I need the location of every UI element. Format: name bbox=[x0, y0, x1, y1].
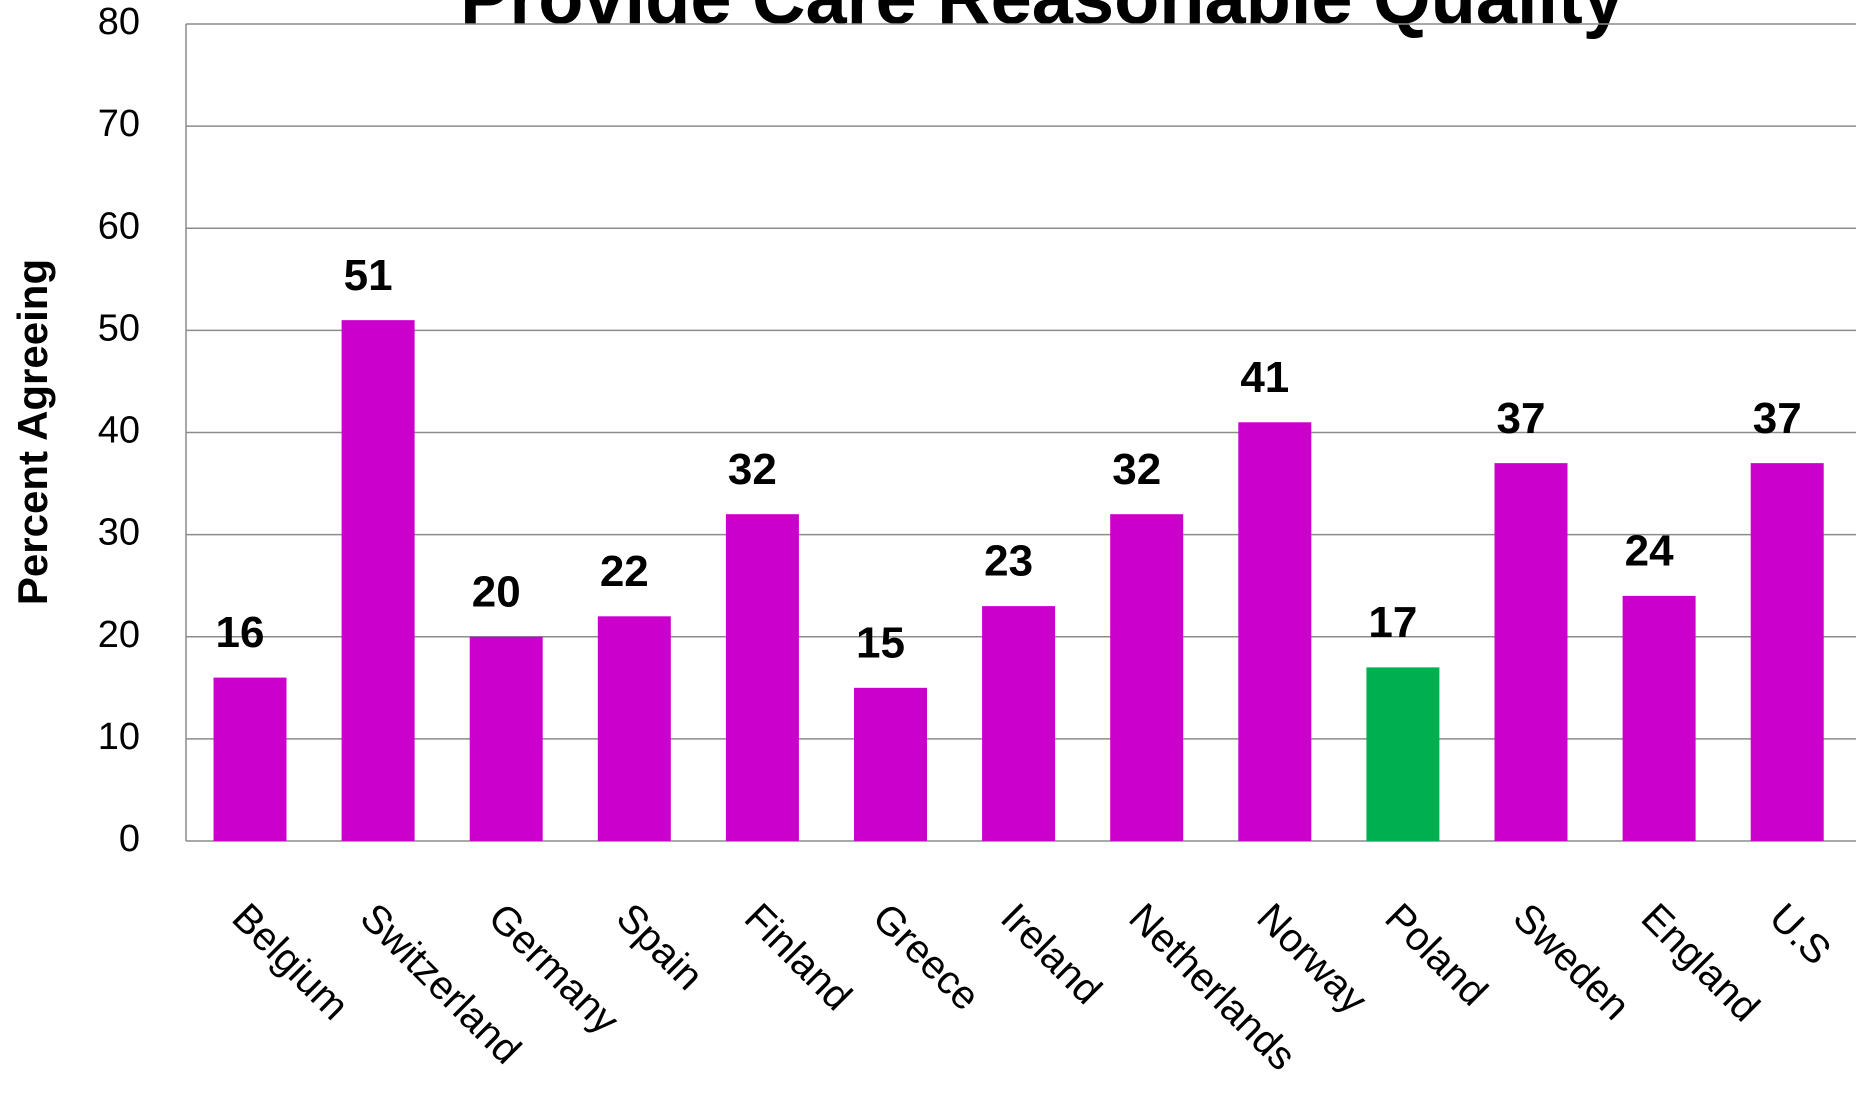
bar bbox=[597, 616, 671, 841]
bar bbox=[1750, 463, 1824, 841]
y-tick-label: 30 bbox=[98, 512, 140, 554]
bar bbox=[1366, 667, 1440, 841]
bar bbox=[1110, 514, 1184, 841]
x-tick-label: Norway bbox=[1248, 895, 1375, 1022]
x-tick-label: U.S bbox=[1761, 895, 1839, 973]
value-label: 22 bbox=[600, 547, 649, 596]
value-label: 17 bbox=[1368, 598, 1417, 647]
y-tick-label: 20 bbox=[98, 614, 140, 656]
y-tick-label: 10 bbox=[98, 716, 140, 758]
x-tick-label: Finland bbox=[736, 895, 860, 1019]
y-tick-label: 50 bbox=[98, 307, 140, 349]
x-tick-label: Belgium bbox=[224, 895, 357, 1028]
value-label: 32 bbox=[1112, 445, 1161, 494]
bar bbox=[725, 514, 799, 841]
bar bbox=[341, 320, 415, 842]
value-label: 24 bbox=[1625, 527, 1674, 576]
y-tick-label: 0 bbox=[119, 818, 140, 860]
value-label: 20 bbox=[472, 567, 521, 616]
value-label: 16 bbox=[216, 608, 265, 657]
bar bbox=[1494, 463, 1568, 841]
x-tick-label: England bbox=[1633, 895, 1768, 1030]
value-label: 41 bbox=[1240, 353, 1289, 402]
y-tick-label: 80 bbox=[98, 1, 140, 43]
bar bbox=[854, 687, 927, 841]
y-tick-label: 60 bbox=[98, 205, 140, 247]
bar bbox=[982, 606, 1056, 841]
x-tick-label: Spain bbox=[608, 895, 711, 998]
bar bbox=[213, 677, 287, 841]
y-tick-label: 40 bbox=[98, 410, 140, 452]
bar bbox=[1238, 422, 1312, 841]
y-tick-label: 70 bbox=[98, 103, 140, 145]
y-axis-label: Percent Agreeing bbox=[9, 259, 56, 605]
value-label: 23 bbox=[984, 537, 1033, 586]
value-label: 15 bbox=[856, 618, 905, 667]
x-tick-label: Greece bbox=[864, 895, 988, 1019]
value-label: 51 bbox=[344, 251, 393, 300]
x-tick-label: Sweden bbox=[1505, 895, 1638, 1028]
value-label: 32 bbox=[728, 445, 777, 494]
value-label: 37 bbox=[1497, 394, 1546, 443]
bar bbox=[1622, 595, 1696, 841]
bar bbox=[469, 636, 543, 841]
value-label: 37 bbox=[1753, 394, 1802, 443]
x-tick-label: Ireland bbox=[992, 895, 1110, 1013]
chart-title: Provide Care Reasonable Quality bbox=[460, 0, 1624, 40]
x-tick-label: Poland bbox=[1377, 895, 1496, 1014]
